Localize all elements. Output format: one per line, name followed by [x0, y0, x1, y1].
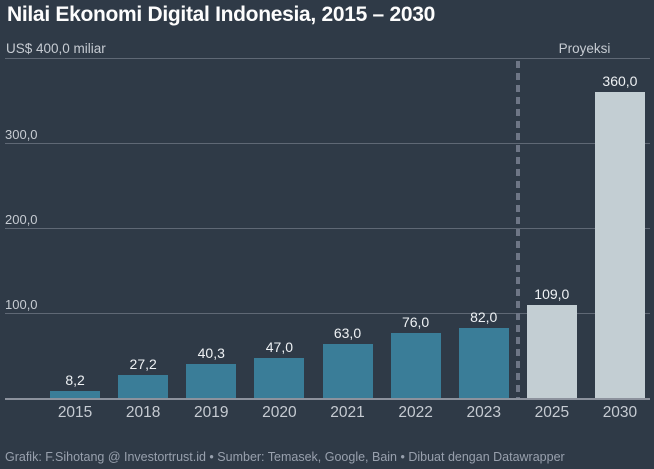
y-tick-label-300: 300,0 [5, 127, 38, 142]
x-axis-label-2023: 2023 [466, 404, 501, 421]
projection-annotation: Proyeksi [558, 41, 611, 56]
bar-2015 [50, 391, 101, 398]
x-axis-label-2021: 2021 [330, 404, 365, 421]
y-tick-label-200: 200,0 [5, 212, 38, 227]
bar-value-label-2015: 8,2 [65, 372, 85, 389]
gridline-300 [5, 143, 650, 144]
bar-value-label-2018: 27,2 [129, 355, 157, 372]
bar-value-label-2022: 76,0 [401, 314, 430, 331]
chart-title: Nilai Ekonomi Digital Indonesia, 2015 – … [7, 3, 435, 26]
x-axis-label-2019: 2019 [194, 404, 229, 421]
bar-value-label-2030: 360,0 [602, 73, 638, 89]
y-axis-unit-label: US$ 400,0 miliar [6, 41, 106, 56]
bar-value-label-2025: 109,0 [534, 286, 570, 303]
x-axis-label-2022: 2022 [398, 404, 433, 421]
gridline-200 [5, 228, 650, 229]
bar-2025 [526, 305, 577, 398]
gridline-100 [5, 313, 650, 314]
bar-2023 [458, 328, 509, 398]
x-axis-label-2020: 2020 [262, 404, 297, 421]
axis-top-gridline [5, 58, 650, 59]
chart-footer: Grafik: F.Sihotang @ Investortrust.id • … [5, 450, 565, 464]
bar-2022 [390, 333, 441, 398]
x-axis-label-2015: 2015 [57, 404, 93, 421]
x-axis-label-2030: 2030 [602, 404, 638, 421]
bar-value-label-2021: 63,0 [333, 325, 362, 342]
bar-2020 [254, 358, 305, 398]
bar-value-label-2020: 47,0 [265, 339, 293, 356]
projection-divider-dashed-line [515, 61, 520, 398]
bar-2018 [118, 374, 169, 398]
bar-value-label-2023: 82,0 [470, 309, 498, 326]
y-tick-label-100: 100,0 [5, 297, 38, 312]
bar-2030 [594, 92, 645, 398]
x-axis-label-2025: 2025 [534, 404, 570, 421]
bar-2019 [186, 363, 237, 398]
x-axis-label-2018: 2018 [125, 404, 161, 421]
bar-2021 [322, 344, 373, 398]
bar-value-label-2019: 40,3 [197, 344, 225, 361]
x-axis-baseline [5, 398, 650, 400]
